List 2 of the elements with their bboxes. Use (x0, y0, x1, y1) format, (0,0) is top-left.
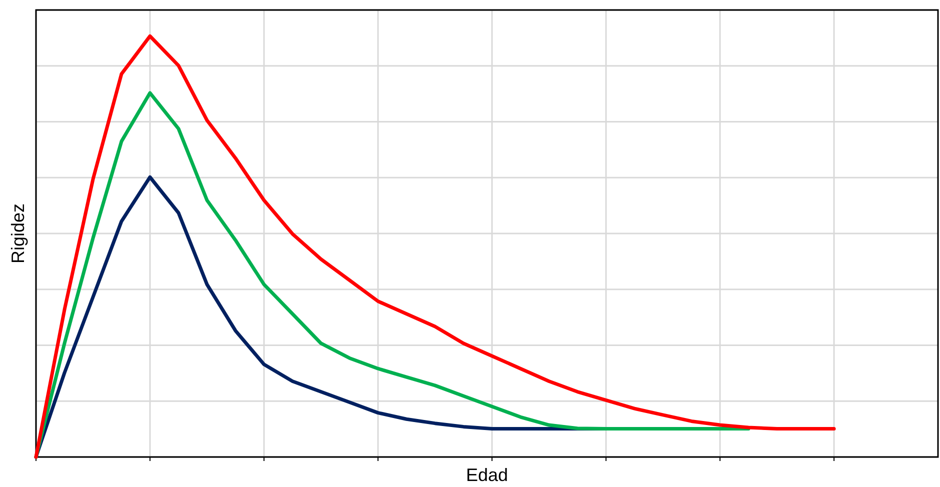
y-axis-title: Rigidez (8, 203, 28, 264)
x-axis-title: Edad (466, 465, 508, 485)
